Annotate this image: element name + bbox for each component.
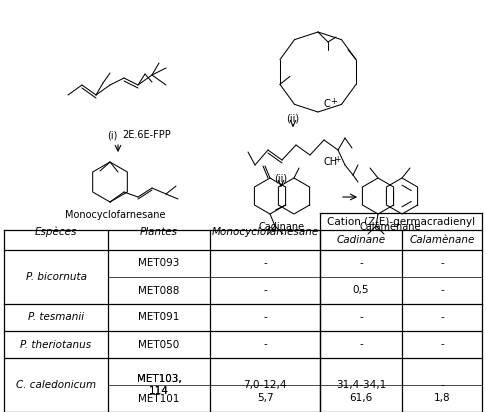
Text: -: - [440, 258, 444, 269]
Text: +: + [334, 154, 340, 164]
Text: 2E.6E-FPP: 2E.6E-FPP [122, 130, 171, 140]
Text: Cadinane: Cadinane [336, 235, 385, 245]
Text: (ii): (ii) [286, 113, 299, 123]
Text: P. theriotanus: P. theriotanus [20, 339, 91, 349]
Text: -: - [263, 312, 267, 323]
Text: C: C [323, 99, 330, 109]
Text: Calamènane: Calamènane [409, 235, 475, 245]
Text: MET088: MET088 [139, 286, 180, 295]
Text: -: - [440, 339, 444, 349]
Text: MET101: MET101 [139, 393, 180, 403]
Text: -: - [440, 312, 444, 323]
Text: Espèces: Espèces [35, 226, 77, 237]
Text: 0,5: 0,5 [353, 286, 369, 295]
Text: -: - [359, 312, 363, 323]
Text: -: - [440, 380, 444, 390]
Text: Monocyclofarnesane: Monocyclofarnesane [211, 227, 319, 236]
Text: -: - [440, 286, 444, 295]
Text: Plantes: Plantes [140, 227, 178, 236]
Text: -: - [359, 258, 363, 269]
Text: -: - [263, 258, 267, 269]
Text: (ii): (ii) [275, 173, 288, 183]
Text: 5,7: 5,7 [257, 393, 273, 403]
Text: MET050: MET050 [139, 339, 180, 349]
Text: Cadinane: Cadinane [259, 222, 305, 232]
Text: 61,6: 61,6 [349, 393, 373, 403]
Text: -: - [263, 286, 267, 295]
Text: 7,0-12,4: 7,0-12,4 [243, 380, 287, 390]
Text: C. caledonicum: C. caledonicum [16, 380, 96, 390]
Text: 31,4-34,1: 31,4-34,1 [336, 380, 386, 390]
Text: 1,8: 1,8 [434, 393, 451, 403]
Text: MET103,
114: MET103, 114 [137, 374, 181, 396]
Text: (i): (i) [107, 130, 117, 140]
Text: P. tesmanii: P. tesmanii [28, 312, 84, 323]
Text: CH: CH [323, 157, 337, 167]
Text: Monocyclofarnesane: Monocyclofarnesane [65, 210, 165, 220]
Text: +: + [330, 96, 337, 105]
Text: P. bicornuta: P. bicornuta [25, 272, 87, 282]
Text: -: - [359, 339, 363, 349]
Text: Calamenane: Calamenane [359, 222, 421, 232]
Text: Cation (Z-E)-germacradienyl: Cation (Z-E)-germacradienyl [327, 216, 475, 227]
Text: MET091: MET091 [139, 312, 180, 323]
Text: MET103,
114: MET103, 114 [137, 374, 181, 396]
Text: -: - [263, 339, 267, 349]
Text: MET093: MET093 [139, 258, 180, 269]
